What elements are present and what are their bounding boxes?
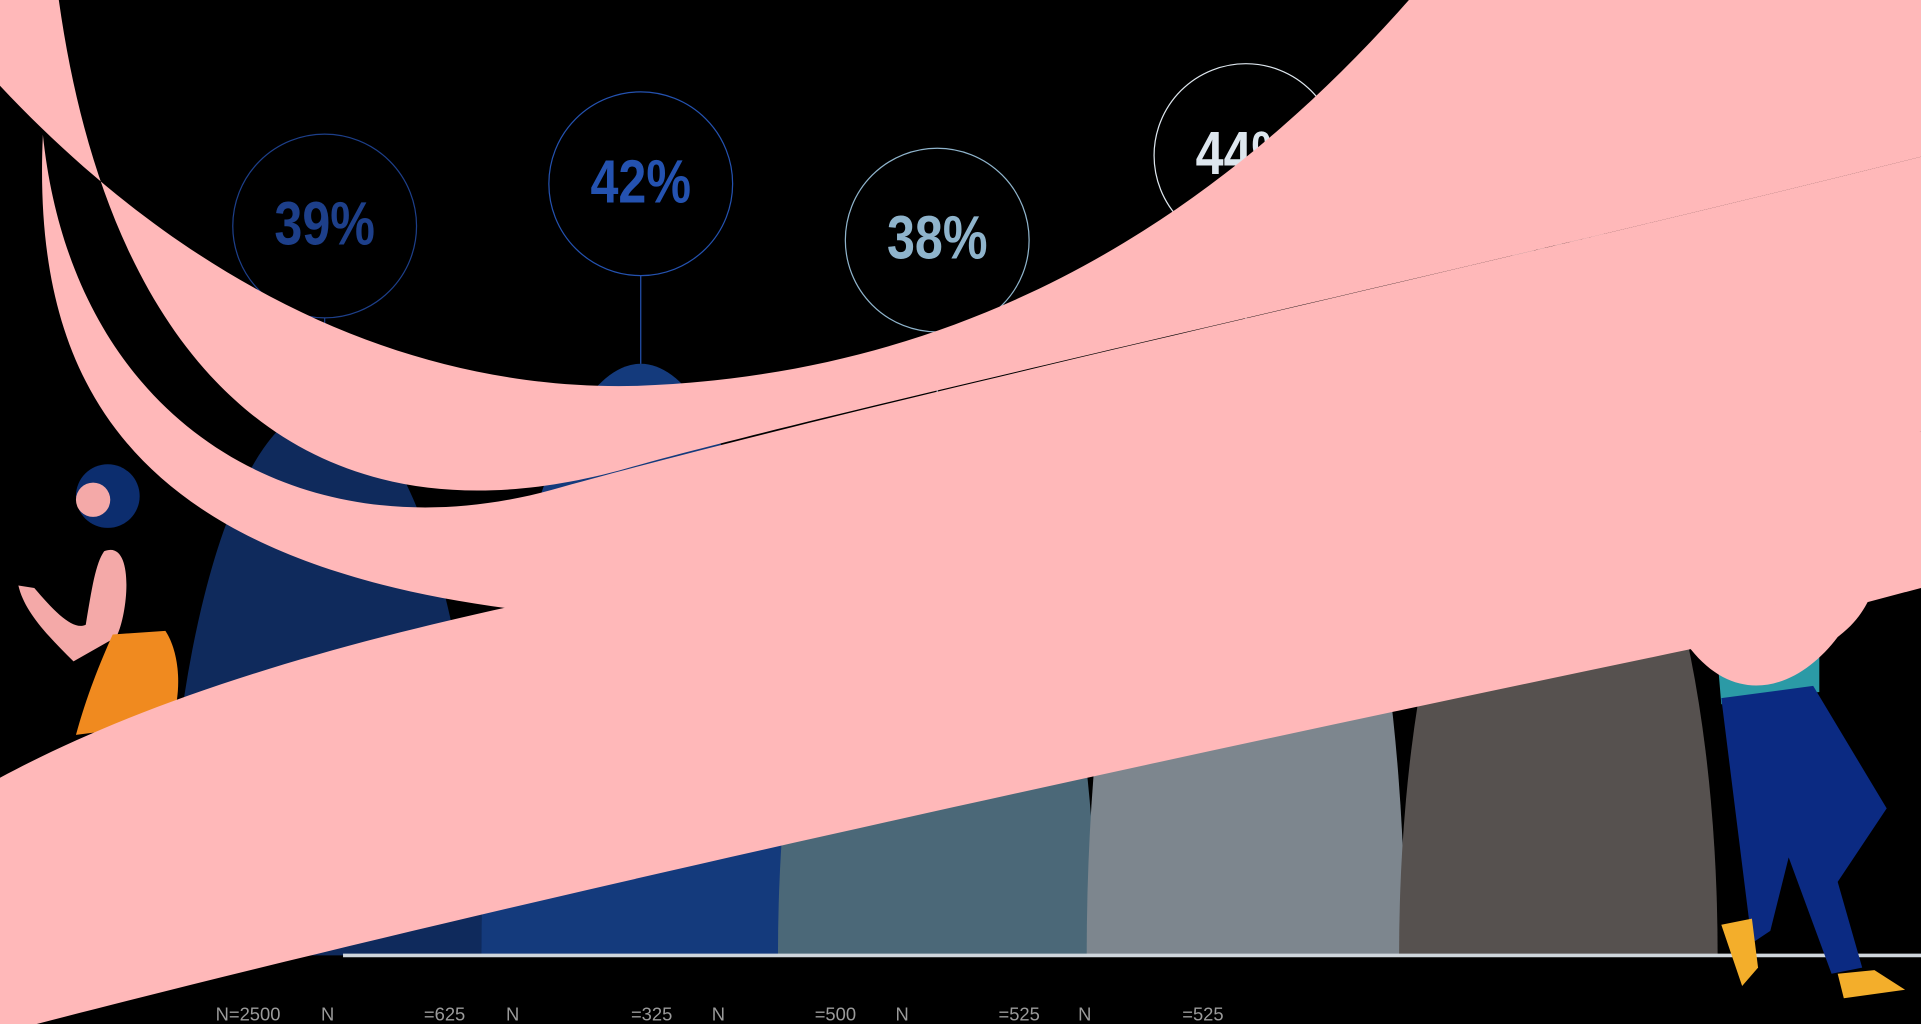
sample-size-label: =325 <box>631 1003 672 1024</box>
shoe <box>1721 918 1759 987</box>
value-label: 42% <box>590 147 691 216</box>
sample-size-label: N <box>896 1003 909 1024</box>
shoe <box>1837 970 1906 999</box>
ribbon <box>1690 587 1875 686</box>
sample-size-label: =525 <box>998 1003 1039 1024</box>
sample-size-label: =500 <box>815 1003 856 1024</box>
sample-size-label: =625 <box>424 1003 465 1024</box>
face <box>75 482 111 517</box>
ribbon <box>0 431 1921 1024</box>
label-circle <box>548 91 734 277</box>
footer: N=2500 N =625 N =325 N =500 N =525 N =525 <box>216 1003 1224 1024</box>
woman-illustration <box>18 464 179 735</box>
value-label: 39% <box>274 189 375 258</box>
body <box>18 549 127 662</box>
ribbon <box>0 0 1921 491</box>
label-circle <box>232 133 418 319</box>
value-label: 38% <box>887 203 988 272</box>
sample-size-label: =525 <box>1182 1003 1223 1024</box>
sample-size-label: N <box>712 1003 725 1024</box>
sample-size-label: N <box>321 1003 334 1024</box>
sample-size-label: N <box>506 1003 519 1024</box>
pants <box>1721 685 1887 974</box>
sample-size-label: N=2500 <box>216 1003 281 1024</box>
sample-size-label: N <box>1078 1003 1091 1024</box>
